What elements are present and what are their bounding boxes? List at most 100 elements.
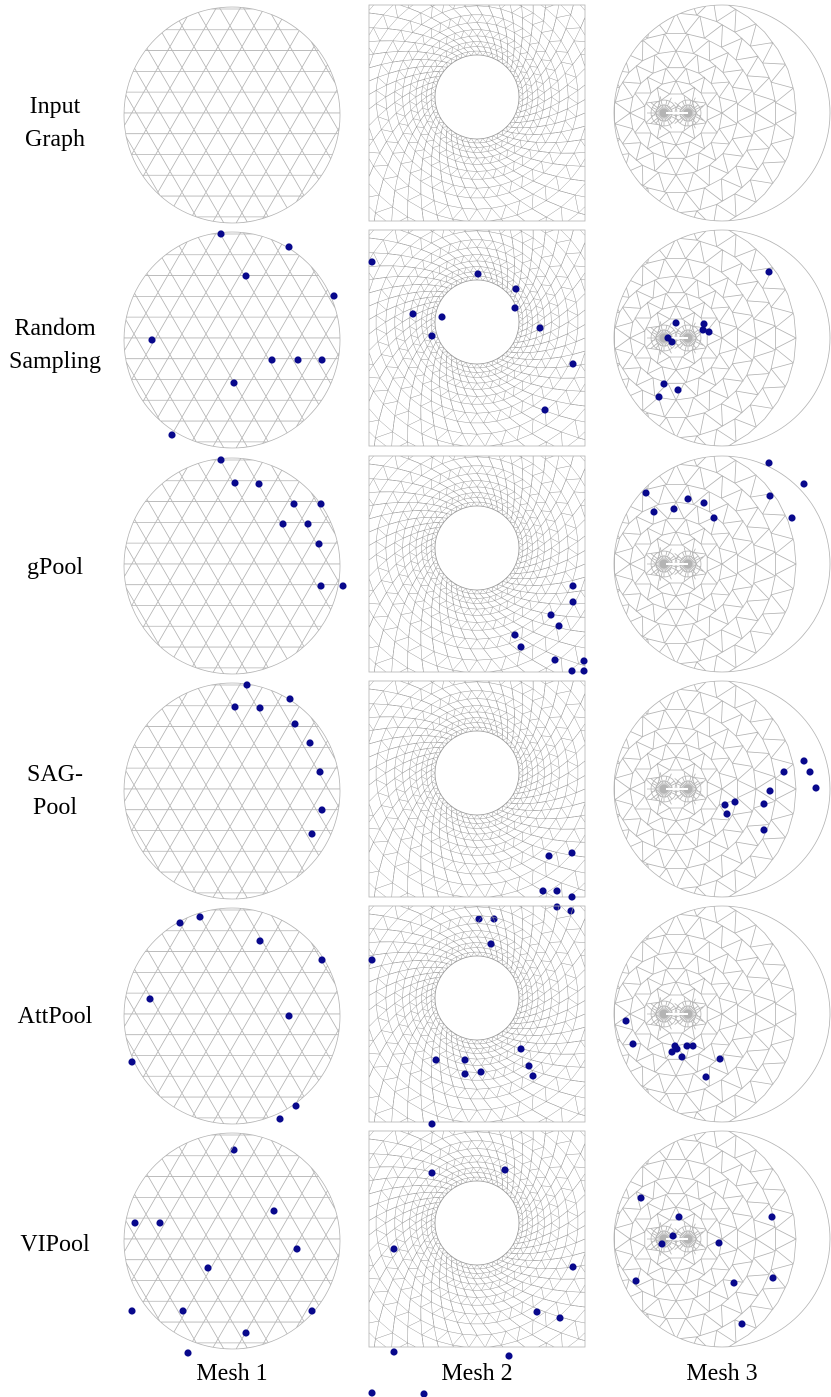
pooled-node <box>156 1219 164 1227</box>
panel-vipool-mesh-3 <box>613 1130 831 1348</box>
pooled-node <box>339 582 347 590</box>
pooled-node <box>806 768 814 776</box>
pooled-node <box>780 768 788 776</box>
row-label-gpool: gPool <box>26 554 83 580</box>
pooled-node <box>684 495 692 503</box>
pooled-node <box>420 1390 428 1397</box>
pooled-node <box>368 1389 376 1397</box>
pooled-node <box>291 720 299 728</box>
row-label-attpool: AttPool <box>17 1003 93 1029</box>
row-label-input-graph: Input Graph <box>25 93 85 152</box>
pooled-node <box>268 356 276 364</box>
pooled-node <box>487 940 495 948</box>
pooled-node <box>517 1045 525 1053</box>
pooled-node <box>308 830 316 838</box>
pooled-node <box>760 826 768 834</box>
panel-sagpool-mesh-2 <box>368 680 586 923</box>
col-label-mesh-3: Mesh 3 <box>686 1360 758 1386</box>
pooled-node <box>545 852 553 860</box>
pooled-node <box>629 1040 637 1048</box>
panel-vipool-mesh-2 <box>368 1130 586 1397</box>
pooled-node <box>655 393 663 401</box>
pooled-node <box>501 1166 509 1174</box>
pooled-node <box>304 520 312 528</box>
panel-gpool-mesh-3 <box>613 455 831 673</box>
pooled-node <box>569 582 577 590</box>
pooled-node <box>146 995 154 1003</box>
pooled-node <box>131 1219 139 1227</box>
pooled-node <box>553 903 561 911</box>
pooled-node <box>390 1245 398 1253</box>
pooled-node <box>673 1045 681 1053</box>
panel-sagpool-mesh-1 <box>123 681 341 900</box>
pooled-node <box>569 360 577 368</box>
pooled-node <box>231 479 239 487</box>
pooled-node <box>217 456 225 464</box>
pooled-node <box>569 598 577 606</box>
pooled-node <box>702 1073 710 1081</box>
pooled-node <box>276 1115 284 1123</box>
pooled-node <box>279 520 287 528</box>
pooled-node <box>270 1207 278 1215</box>
pooled-node <box>683 1042 691 1050</box>
pooled-node <box>255 480 263 488</box>
pooled-node <box>731 798 739 806</box>
pooled-node <box>176 919 184 927</box>
pooled-node <box>669 1232 677 1240</box>
pooled-node <box>286 695 294 703</box>
panel-input-graph-mesh-1 <box>123 6 341 224</box>
pooled-node <box>716 1055 724 1063</box>
panel-attpool-mesh-1 <box>123 907 341 1154</box>
panel-gpool-mesh-1 <box>123 456 347 675</box>
pooled-node <box>766 492 774 500</box>
pooled-node <box>230 379 238 387</box>
pooled-node <box>541 406 549 414</box>
pooled-node <box>428 1169 436 1177</box>
pooled-node <box>525 1062 533 1070</box>
pooled-node <box>660 380 668 388</box>
pooled-node <box>368 258 376 266</box>
pooled-node <box>568 893 576 901</box>
pooled-node <box>788 514 796 522</box>
pooled-node <box>668 338 676 346</box>
pooled-node <box>768 1213 776 1221</box>
pooled-node <box>766 787 774 795</box>
pooled-node <box>547 611 555 619</box>
pooled-node <box>242 272 250 280</box>
pooled-node <box>760 800 768 808</box>
pooled-node <box>674 386 682 394</box>
pooled-node <box>580 667 588 675</box>
pooled-node <box>632 1277 640 1285</box>
pooled-node <box>390 1348 398 1356</box>
pooled-node <box>551 656 559 664</box>
pooled-node <box>536 324 544 332</box>
pooled-node <box>231 703 239 711</box>
pooled-node <box>730 1279 738 1287</box>
pooled-node <box>428 332 436 340</box>
panel-vipool-mesh-1 <box>123 1132 341 1357</box>
pooled-node <box>285 1012 293 1020</box>
pooled-node <box>580 657 588 665</box>
pooled-node <box>505 1352 513 1360</box>
pooled-node <box>293 1245 301 1253</box>
pooled-node <box>204 1264 212 1272</box>
pooled-node <box>317 500 325 508</box>
pooled-node <box>409 310 417 318</box>
panel-attpool-mesh-3 <box>613 905 831 1123</box>
pooled-node <box>769 1274 777 1282</box>
pooled-node <box>689 1042 697 1050</box>
pooled-node <box>738 1320 746 1328</box>
pooled-node <box>715 1239 723 1247</box>
pooled-node <box>432 1056 440 1064</box>
panel-attpool-mesh-2 <box>368 905 586 1128</box>
pooled-node <box>184 1349 192 1357</box>
pooled-node <box>256 937 264 945</box>
pooled-node <box>699 326 707 334</box>
pooled-node <box>539 887 547 895</box>
pooled-node <box>511 304 519 312</box>
pooled-node <box>475 915 483 923</box>
pooled-node <box>242 1329 250 1337</box>
pooled-node <box>317 582 325 590</box>
panel-random-sampling-mesh-1 <box>123 230 341 449</box>
pooled-node <box>316 768 324 776</box>
